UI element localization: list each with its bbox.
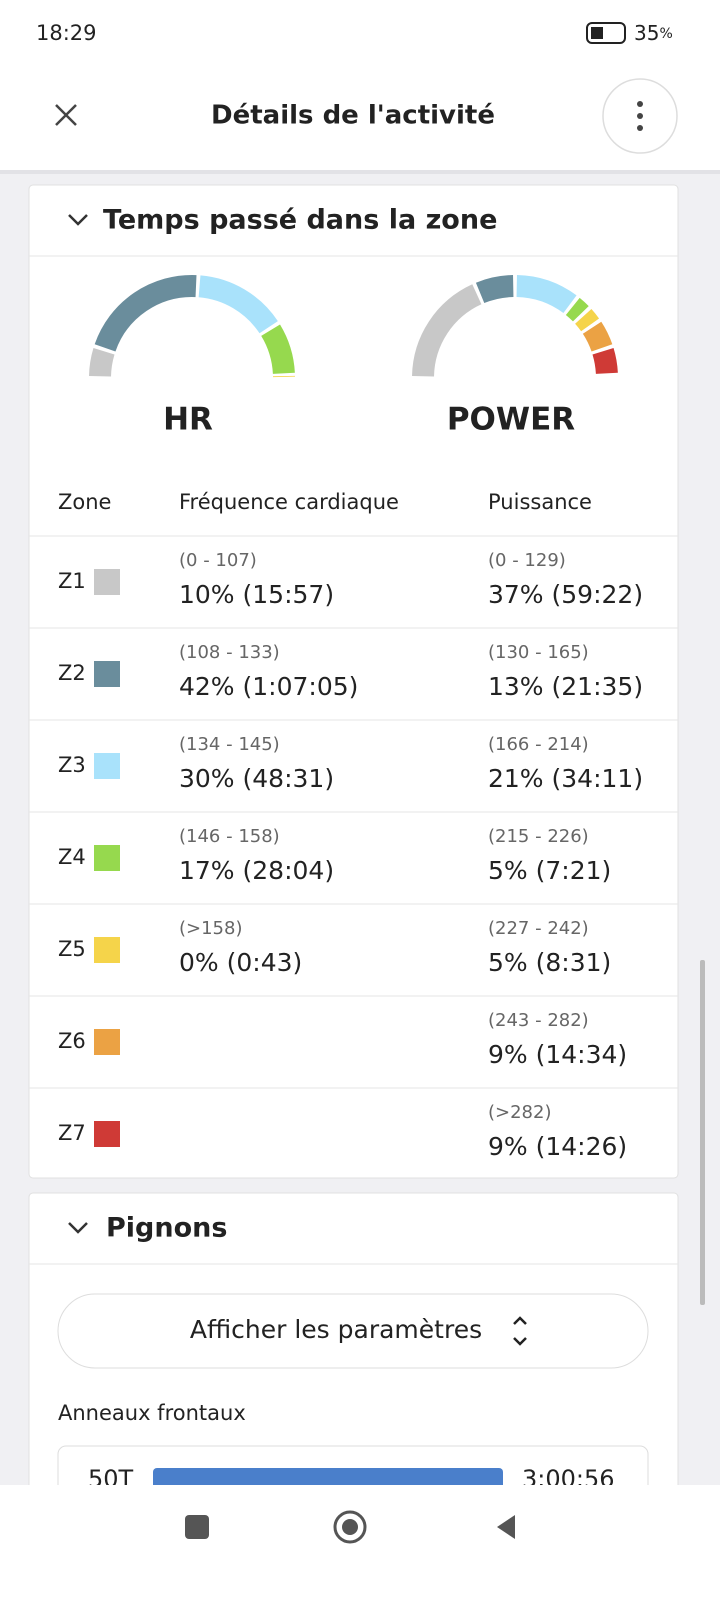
zone-value: 13% (21:35) bbox=[488, 672, 643, 701]
zone-value: 37% (59:22) bbox=[488, 580, 643, 609]
zone-range: (108 - 133) bbox=[179, 642, 280, 663]
header-title: Détails de l'activité bbox=[211, 101, 495, 131]
gauge-label: POWER bbox=[447, 402, 575, 438]
zone-swatch bbox=[94, 845, 120, 871]
gauge-label: HR bbox=[163, 402, 213, 438]
zone-value: 30% (48:31) bbox=[179, 764, 334, 793]
home-dot bbox=[342, 1519, 358, 1535]
zone-swatch bbox=[94, 661, 120, 687]
section-label: Anneaux frontaux bbox=[58, 1401, 246, 1425]
card-title: Pignons bbox=[106, 1213, 227, 1244]
column-header: Zone bbox=[58, 490, 111, 514]
zone-value: 5% (8:31) bbox=[488, 948, 611, 977]
battery-level bbox=[591, 27, 603, 39]
card-title: Temps passé dans la zone bbox=[103, 205, 497, 236]
recents-button[interactable] bbox=[185, 1515, 209, 1539]
column-header: Fréquence cardiaque bbox=[179, 490, 399, 514]
gauge-segment bbox=[583, 316, 590, 325]
zone-value: 9% (14:34) bbox=[488, 1040, 627, 1069]
nav-bar bbox=[0, 1485, 720, 1600]
zone-range: (227 - 242) bbox=[488, 918, 589, 939]
zone-swatch bbox=[94, 1121, 120, 1147]
zone-name: Z6 bbox=[58, 1029, 86, 1053]
zone-range: (215 - 226) bbox=[488, 826, 589, 847]
zone-swatch bbox=[94, 937, 120, 963]
shadow bbox=[0, 170, 720, 174]
zone-value: 17% (28:04) bbox=[179, 856, 334, 885]
zone-swatch bbox=[94, 753, 120, 779]
zone-range: (243 - 282) bbox=[488, 1010, 589, 1031]
zone-value: 42% (1:07:05) bbox=[179, 672, 358, 701]
clock: 18:29 bbox=[36, 21, 97, 45]
zone-range: (146 - 158) bbox=[179, 826, 280, 847]
zone-value: 9% (14:26) bbox=[488, 1132, 627, 1161]
zone-value: 21% (34:11) bbox=[488, 764, 643, 793]
zone-range: (130 - 165) bbox=[488, 642, 589, 663]
button-label: Afficher les paramètres bbox=[190, 1315, 482, 1344]
menu-dots bbox=[637, 101, 643, 131]
zone-name: Z2 bbox=[58, 661, 86, 685]
gauge-segment bbox=[100, 351, 104, 376]
zone-name: Z1 bbox=[58, 569, 86, 593]
gauge-segment bbox=[603, 351, 607, 373]
zone-value: 0% (0:43) bbox=[179, 948, 302, 977]
zone-range: (166 - 214) bbox=[488, 734, 589, 755]
zone-name: Z4 bbox=[58, 845, 86, 869]
gauge-segment bbox=[271, 330, 284, 373]
gauge-segment bbox=[592, 328, 602, 348]
gauge-segment bbox=[480, 286, 513, 293]
zone-name: Z5 bbox=[58, 937, 86, 961]
zone-range: (0 - 129) bbox=[488, 550, 566, 571]
column-header: Puissance bbox=[488, 490, 592, 514]
scrollbar bbox=[700, 960, 705, 1305]
zone-swatch bbox=[94, 569, 120, 595]
zone-value: 5% (7:21) bbox=[488, 856, 611, 885]
zone-range: (>158) bbox=[179, 918, 242, 939]
zone-name: Z7 bbox=[58, 1121, 86, 1145]
zone-name: Z3 bbox=[58, 753, 86, 777]
top-bar bbox=[0, 0, 720, 170]
gauge-segment bbox=[573, 306, 581, 313]
zone-range: (134 - 145) bbox=[179, 734, 280, 755]
zone-value: 10% (15:57) bbox=[179, 580, 334, 609]
zone-range: (0 - 107) bbox=[179, 550, 257, 571]
zone-range: (>282) bbox=[488, 1102, 551, 1123]
zone-swatch bbox=[94, 1029, 120, 1055]
